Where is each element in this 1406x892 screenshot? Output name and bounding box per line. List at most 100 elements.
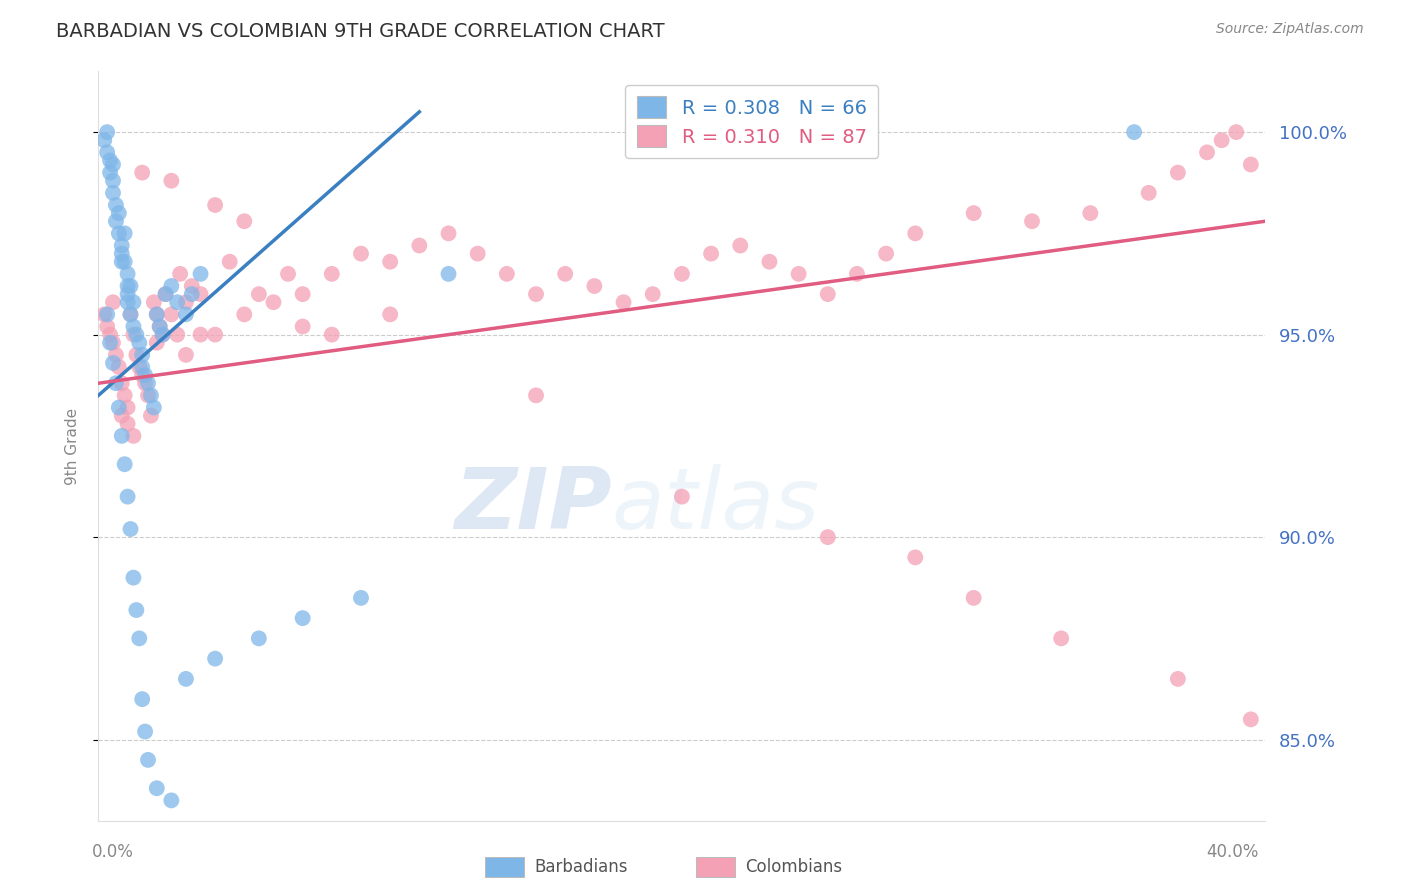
Barbadians [111,238,134,252]
Colombians [160,174,183,188]
Barbadians [128,335,150,350]
Barbadians [117,267,139,281]
Barbadians [117,295,139,310]
Colombians [149,319,172,334]
Barbadians [104,214,127,228]
Colombians [524,287,547,301]
Barbadians [204,651,226,665]
Colombians [131,166,153,180]
Colombians [204,198,226,212]
Colombians [613,295,636,310]
Colombians [101,335,124,350]
Barbadians [122,295,145,310]
Colombians [350,246,373,260]
Colombians [380,254,402,268]
Colombians [671,267,693,281]
Barbadians [136,753,159,767]
Colombians [1050,632,1073,646]
Colombians [962,591,984,605]
Colombians [1211,133,1233,147]
Barbadians [142,401,165,415]
Colombians [321,267,343,281]
Barbadians [131,348,153,362]
Colombians [263,295,285,310]
Colombians [136,388,159,402]
Barbadians [111,429,134,443]
Colombians [1240,157,1263,171]
Colombians [904,550,927,565]
Colombians [408,238,430,252]
Colombians [554,267,576,281]
Colombians [671,490,693,504]
Barbadians [174,672,197,686]
Barbadians [131,692,153,706]
Colombians [277,267,299,281]
Colombians [166,327,188,342]
Barbadians [350,591,373,605]
Barbadians [136,376,159,391]
Barbadians [98,153,121,168]
Colombians [114,388,136,402]
Text: 40.0%: 40.0% [1206,843,1258,861]
Barbadians [104,376,127,391]
Colombians [380,307,402,321]
Text: 0.0%: 0.0% [91,843,134,861]
Colombians [122,327,145,342]
Barbadians [291,611,314,625]
Colombians [1167,672,1189,686]
Barbadians [152,327,174,342]
Barbadians [111,246,134,260]
Barbadians [98,166,121,180]
Colombians [1240,712,1263,726]
Colombians [204,327,226,342]
Colombians [962,206,984,220]
Barbadians [131,359,153,374]
Colombians [1167,166,1189,180]
Colombians [291,319,314,334]
Barbadians [108,401,131,415]
Barbadians [122,319,145,334]
Barbadians [117,287,139,301]
Colombians [139,409,162,423]
Barbadians [155,287,177,301]
Barbadians [437,267,460,281]
Barbadians [1123,125,1146,139]
Barbadians [128,632,150,646]
Barbadians [160,279,183,293]
Y-axis label: 9th Grade: 9th Grade [65,408,80,484]
Colombians [467,246,489,260]
Text: Colombians: Colombians [745,858,842,876]
Colombians [846,267,869,281]
Colombians [117,417,139,431]
Barbadians [96,307,118,321]
Colombians [96,319,118,334]
Text: atlas: atlas [612,465,820,548]
Barbadians [134,368,156,383]
Colombians [101,295,124,310]
Barbadians [134,724,156,739]
Colombians [155,287,177,301]
Colombians [1225,125,1247,139]
Colombians [524,388,547,402]
Colombians [111,409,134,423]
Barbadians [190,267,212,281]
Barbadians [93,133,115,147]
Barbadians [120,279,142,293]
Colombians [93,307,115,321]
Barbadians [108,227,131,241]
Colombians [1197,145,1219,160]
Colombians [787,267,810,281]
Barbadians [104,198,127,212]
Text: BARBADIAN VS COLOMBIAN 9TH GRADE CORRELATION CHART: BARBADIAN VS COLOMBIAN 9TH GRADE CORRELA… [56,22,665,41]
Barbadians [120,522,142,536]
Colombians [180,279,202,293]
Colombians [817,287,839,301]
Barbadians [101,356,124,370]
Barbadians [108,206,131,220]
Barbadians [117,490,139,504]
Colombians [904,227,927,241]
Barbadians [96,125,118,139]
Colombians [1021,214,1043,228]
Colombians [98,327,121,342]
Barbadians [166,295,188,310]
